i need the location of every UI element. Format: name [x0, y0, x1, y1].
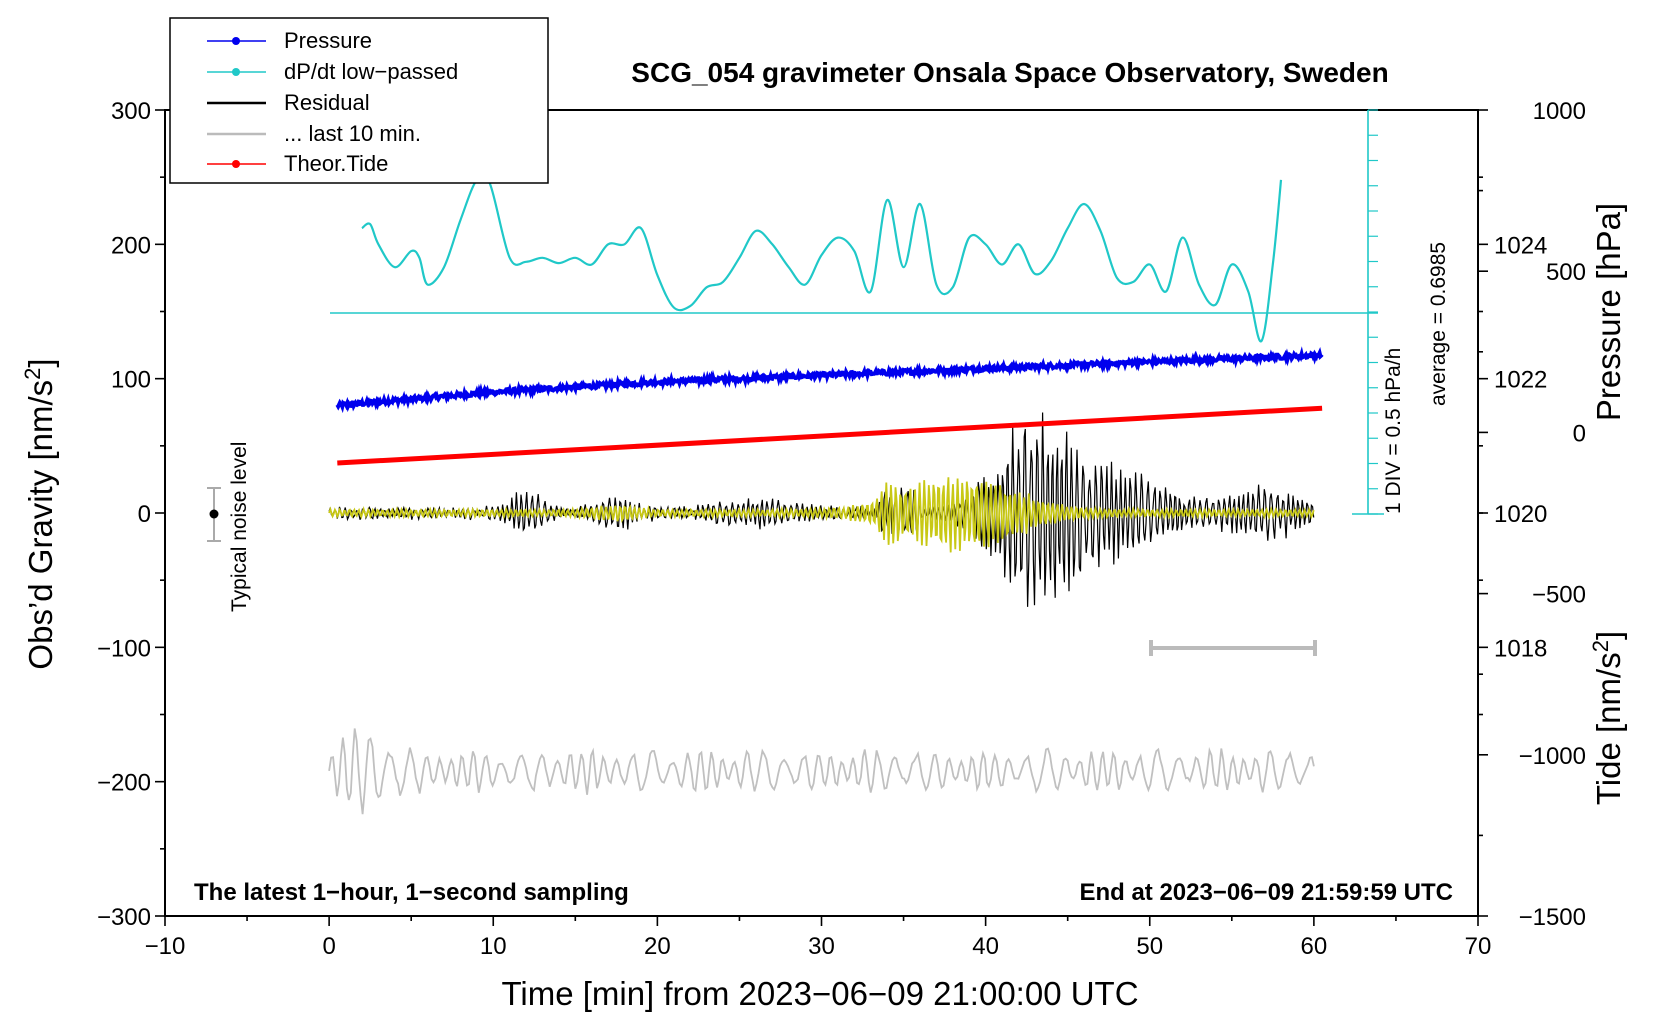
legend-item-pressure: Pressure — [207, 28, 372, 53]
y-tick-label: 300 — [111, 98, 151, 125]
noise-level-bar — [207, 487, 221, 542]
pressure-series — [335, 346, 1324, 414]
legend-item-last-10-min: ... last 10 min. — [207, 121, 421, 146]
x-tick-label: 20 — [644, 933, 671, 960]
tide-tick-label: −1500 — [1519, 904, 1586, 931]
residual-filtered-series — [328, 477, 1315, 553]
x-axis-ticks: −10 0 10 20 30 40 50 60 70 — [145, 916, 1492, 960]
y-tick-label: 0 — [138, 501, 151, 528]
last-10-min-bar — [1149, 640, 1317, 656]
legend-item-theor-tide: Theor.Tide — [207, 151, 388, 176]
tide-tick-label: −1000 — [1519, 743, 1586, 770]
pressure-scale-bar — [1352, 109, 1384, 515]
x-tick-label: 10 — [480, 933, 507, 960]
svg-text:Residual: Residual — [284, 90, 370, 115]
dpdt-series — [361, 173, 1283, 343]
x-tick-label: 40 — [972, 933, 999, 960]
end-time-note: End at 2023−06−09 21:59:59 UTC — [1079, 879, 1453, 906]
tide-series — [337, 405, 1323, 466]
pressure-axis-ticks: 1018 1020 1022 1024 — [1478, 176, 1547, 716]
legend-item-dpdt: dP/dt low−passed — [207, 59, 458, 84]
y-axis-label-tide: Tide [nm/s2] — [1588, 631, 1627, 805]
x-tick-label: 70 — [1465, 933, 1492, 960]
svg-text:dP/dt low−passed: dP/dt low−passed — [284, 59, 458, 84]
tide-tick-label: 500 — [1546, 259, 1586, 286]
noise-level-label: Typical noise level — [228, 442, 251, 612]
y-tick-label: 100 — [111, 367, 151, 394]
tide-tick-label: 0 — [1573, 420, 1586, 447]
pressure-tick-label: 1020 — [1494, 501, 1547, 528]
legend-item-residual: Residual — [207, 90, 370, 115]
x-tick-label: 50 — [1136, 933, 1163, 960]
y-tick-label: −100 — [97, 635, 151, 662]
scale-div-label: 1 DIV = 0.5 hPa/h — [1382, 348, 1405, 514]
svg-text:Pressure: Pressure — [284, 28, 372, 53]
y-tick-label: −200 — [97, 770, 151, 797]
y-axis-label-gravity: Obs’d Gravity [nm/s2] — [20, 358, 59, 669]
tide-axis-ticks: −1500 −1000 −500 0 500 1000 — [1478, 98, 1586, 931]
x-tick-label: −10 — [145, 933, 186, 960]
x-tick-label: 0 — [322, 933, 335, 960]
svg-text:Theor.Tide: Theor.Tide — [284, 151, 388, 176]
y-tick-label: −300 — [97, 904, 151, 931]
last-10-min-series — [328, 728, 1315, 815]
chart-title: SCG_054 gravimeter Onsala Space Observat… — [631, 57, 1388, 88]
legend: Pressure dP/dt low−passed Residual ... l… — [169, 17, 549, 184]
x-tick-label: 30 — [808, 933, 835, 960]
y-axis-label-pressure: Pressure [hPa] — [1590, 203, 1627, 421]
y-tick-label: 200 — [111, 232, 151, 259]
tide-tick-label: −500 — [1532, 582, 1586, 609]
y-axis-ticks: −300 −200 −100 0 100 200 300 — [97, 98, 165, 931]
svg-text:... last 10 min.: ... last 10 min. — [284, 121, 421, 146]
x-tick-label: 60 — [1301, 933, 1328, 960]
scale-average-label: average = 0.6985 — [1427, 242, 1450, 406]
x-axis-label: Time [min] from 2023−06−09 21:00:00 UTC — [501, 975, 1138, 1012]
sampling-note: The latest 1−hour, 1−second sampling — [194, 879, 629, 906]
pressure-tick-label: 1024 — [1494, 232, 1547, 259]
pressure-tick-label: 1018 — [1494, 635, 1547, 662]
legend-box — [169, 17, 549, 184]
tide-tick-label: 1000 — [1533, 98, 1586, 125]
pressure-tick-label: 1022 — [1494, 367, 1547, 394]
